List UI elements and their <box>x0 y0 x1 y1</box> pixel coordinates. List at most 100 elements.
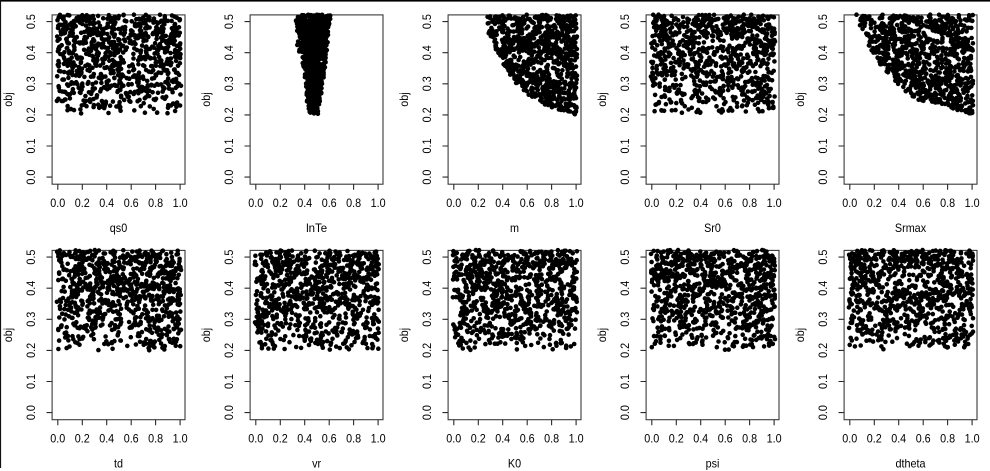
svg-text:0.0: 0.0 <box>842 431 857 445</box>
svg-text:obj: obj <box>595 328 609 342</box>
svg-text:psi: psi <box>706 456 720 470</box>
svg-text:0.4: 0.4 <box>495 196 510 210</box>
svg-text:0.1: 0.1 <box>420 138 434 153</box>
svg-text:0.3: 0.3 <box>420 76 434 91</box>
svg-text:0.3: 0.3 <box>816 312 830 327</box>
svg-text:0.5: 0.5 <box>816 14 830 29</box>
svg-text:0.1: 0.1 <box>222 138 236 153</box>
svg-text:0.0: 0.0 <box>50 196 65 210</box>
svg-text:K0: K0 <box>508 456 521 470</box>
svg-text:0.4: 0.4 <box>618 280 632 295</box>
svg-text:1.0: 1.0 <box>767 196 782 210</box>
svg-text:0.4: 0.4 <box>297 431 312 445</box>
svg-text:obj: obj <box>1 92 15 106</box>
svg-text:0.0: 0.0 <box>446 431 461 445</box>
svg-text:0.0: 0.0 <box>842 196 857 210</box>
svg-text:0.0: 0.0 <box>222 169 236 184</box>
svg-text:0.6: 0.6 <box>124 196 139 210</box>
svg-text:0.5: 0.5 <box>420 14 434 29</box>
svg-text:0.5: 0.5 <box>24 14 38 29</box>
svg-text:0.2: 0.2 <box>816 107 830 122</box>
svg-text:m: m <box>510 221 519 235</box>
svg-text:0.0: 0.0 <box>24 405 38 420</box>
svg-text:0.3: 0.3 <box>222 312 236 327</box>
svg-text:obj: obj <box>397 328 411 342</box>
svg-text:0.3: 0.3 <box>618 312 632 327</box>
svg-text:td: td <box>114 456 123 470</box>
svg-text:0.4: 0.4 <box>222 280 236 295</box>
svg-text:0.4: 0.4 <box>618 45 632 60</box>
svg-text:0.4: 0.4 <box>420 45 434 60</box>
svg-text:1.0: 1.0 <box>173 196 188 210</box>
svg-text:0.6: 0.6 <box>916 196 931 210</box>
svg-text:0.8: 0.8 <box>346 196 361 210</box>
svg-text:0.2: 0.2 <box>471 196 486 210</box>
svg-text:0.1: 0.1 <box>618 138 632 153</box>
svg-text:0.4: 0.4 <box>816 45 830 60</box>
svg-text:1.0: 1.0 <box>965 196 980 210</box>
svg-text:vr: vr <box>312 456 321 470</box>
svg-text:0.3: 0.3 <box>420 312 434 327</box>
svg-text:0.2: 0.2 <box>669 196 684 210</box>
svg-text:0.5: 0.5 <box>618 249 632 264</box>
svg-text:obj: obj <box>199 328 213 342</box>
svg-text:0.4: 0.4 <box>891 196 906 210</box>
svg-text:0.5: 0.5 <box>618 14 632 29</box>
svg-text:obj: obj <box>1 328 15 342</box>
svg-text:0.4: 0.4 <box>693 431 708 445</box>
svg-text:0.0: 0.0 <box>446 196 461 210</box>
svg-text:1.0: 1.0 <box>371 196 386 210</box>
svg-text:Srmax: Srmax <box>895 221 926 235</box>
svg-text:0.0: 0.0 <box>420 169 434 184</box>
svg-text:0.8: 0.8 <box>742 431 757 445</box>
svg-text:0.6: 0.6 <box>718 431 733 445</box>
svg-text:0.5: 0.5 <box>24 249 38 264</box>
svg-text:1.0: 1.0 <box>569 431 584 445</box>
svg-text:0.0: 0.0 <box>644 196 659 210</box>
svg-text:1.0: 1.0 <box>965 431 980 445</box>
svg-text:qs0: qs0 <box>110 221 128 235</box>
svg-text:0.2: 0.2 <box>669 431 684 445</box>
svg-text:0.6: 0.6 <box>718 196 733 210</box>
svg-text:obj: obj <box>595 92 609 106</box>
svg-text:0.5: 0.5 <box>222 249 236 264</box>
svg-text:0.6: 0.6 <box>520 431 535 445</box>
svg-text:0.2: 0.2 <box>273 196 288 210</box>
svg-text:obj: obj <box>199 92 213 106</box>
svg-text:0.2: 0.2 <box>75 196 90 210</box>
svg-text:obj: obj <box>793 92 807 106</box>
svg-text:0.8: 0.8 <box>940 196 955 210</box>
svg-text:0.8: 0.8 <box>742 196 757 210</box>
svg-text:0.2: 0.2 <box>75 431 90 445</box>
svg-text:0.4: 0.4 <box>816 280 830 295</box>
svg-text:0.6: 0.6 <box>322 431 337 445</box>
svg-text:0.5: 0.5 <box>420 249 434 264</box>
svg-text:0.0: 0.0 <box>420 405 434 420</box>
svg-text:0.1: 0.1 <box>816 138 830 153</box>
svg-text:0.8: 0.8 <box>544 431 559 445</box>
svg-text:0.4: 0.4 <box>495 431 510 445</box>
svg-text:0.0: 0.0 <box>618 169 632 184</box>
svg-text:lnTe: lnTe <box>306 221 327 235</box>
svg-text:0.4: 0.4 <box>891 431 906 445</box>
svg-text:0.0: 0.0 <box>24 169 38 184</box>
svg-text:0.4: 0.4 <box>99 431 114 445</box>
svg-text:0.3: 0.3 <box>618 76 632 91</box>
svg-text:0.1: 0.1 <box>816 374 830 389</box>
svg-text:0.1: 0.1 <box>24 138 38 153</box>
svg-text:0.8: 0.8 <box>148 431 163 445</box>
svg-text:obj: obj <box>397 92 411 106</box>
svg-text:0.8: 0.8 <box>940 431 955 445</box>
svg-text:0.6: 0.6 <box>520 196 535 210</box>
svg-text:0.2: 0.2 <box>222 107 236 122</box>
svg-text:0.3: 0.3 <box>24 312 38 327</box>
svg-text:0.4: 0.4 <box>24 45 38 60</box>
svg-text:1.0: 1.0 <box>767 431 782 445</box>
svg-text:0.2: 0.2 <box>420 107 434 122</box>
svg-text:0.0: 0.0 <box>644 431 659 445</box>
svg-text:0.2: 0.2 <box>222 343 236 358</box>
svg-text:0.4: 0.4 <box>420 280 434 295</box>
svg-text:0.2: 0.2 <box>24 107 38 122</box>
svg-text:0.6: 0.6 <box>916 431 931 445</box>
svg-text:0.2: 0.2 <box>471 431 486 445</box>
